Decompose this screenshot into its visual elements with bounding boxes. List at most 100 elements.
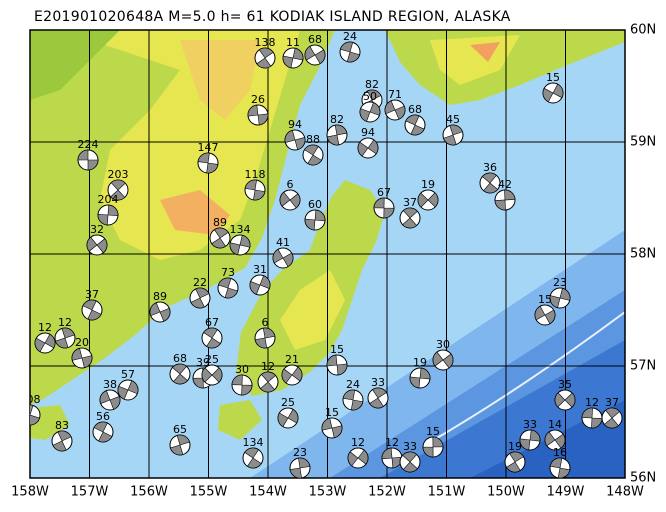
- event-depth: 68: [173, 352, 187, 365]
- beachball: 30: [231, 363, 253, 396]
- beachball-quadrants: [326, 124, 348, 146]
- event-depth: 67: [205, 316, 219, 329]
- event-depth: 19: [413, 356, 427, 369]
- beachball-quadrants: [277, 408, 299, 428]
- event-depth: 24: [346, 378, 360, 391]
- lon-label: 156W: [130, 485, 168, 500]
- beachball: 37: [601, 396, 623, 429]
- event-depth: 45: [446, 113, 460, 126]
- beachball: 12: [257, 360, 279, 393]
- beachball: 71: [384, 88, 406, 121]
- event-depth: 12: [585, 396, 599, 409]
- beachball: 6: [254, 316, 276, 349]
- event-depth: 12: [261, 360, 275, 373]
- beachball-quadrants: [542, 83, 564, 103]
- event-depth: 20: [75, 336, 89, 349]
- beachball: 23: [549, 276, 571, 309]
- beachball-quadrants: [99, 390, 121, 410]
- event-depth: 25: [281, 396, 295, 409]
- lon-label: 154W: [249, 485, 287, 500]
- event-depth: 224: [78, 138, 99, 151]
- lon-label: 150W: [487, 485, 525, 500]
- event-depth: 39: [196, 356, 210, 369]
- beachball: 15: [534, 293, 556, 326]
- axis-labels: 158W 157W 156W 155W 154W 153W 152W 151W 150W 149W…: [11, 23, 656, 500]
- event-depth: 15: [426, 425, 440, 438]
- beachball: 94: [357, 126, 379, 159]
- beachball: 24: [339, 30, 361, 63]
- beachball: 50: [359, 90, 381, 123]
- beachball: 12: [347, 436, 369, 469]
- event-depth: 22: [193, 276, 207, 289]
- map-frame: [29, 29, 626, 479]
- event-depth: 42: [498, 178, 512, 191]
- beachball-quadrants: [534, 305, 556, 325]
- event-depth: 37: [85, 288, 99, 301]
- beachball: 41: [272, 236, 294, 269]
- beachball: 11: [282, 36, 304, 69]
- event-depth: 57: [121, 368, 135, 381]
- beachball-quadrants: [506, 451, 524, 473]
- beachball-quadrants: [402, 207, 418, 229]
- event-depth: 108: [20, 393, 41, 406]
- beachball-quadrants: [422, 436, 444, 458]
- event-depth: 204: [98, 193, 119, 206]
- event-depth: 12: [38, 321, 52, 334]
- lon-label: 151W: [428, 485, 466, 500]
- beachball-quadrants: [282, 47, 304, 69]
- beachball-quadrants: [229, 234, 251, 256]
- beachball: 12: [34, 321, 56, 354]
- beachball: 37: [81, 288, 103, 321]
- beachball: 15: [326, 343, 348, 376]
- lat-label: 60N: [630, 23, 656, 38]
- beachball: 134: [242, 436, 264, 469]
- beachball: 33: [519, 418, 541, 451]
- event-depth: 56: [96, 410, 110, 423]
- beachball-quadrants: [342, 389, 364, 411]
- beachball-quadrants: [254, 327, 276, 349]
- beachball: 32: [86, 223, 108, 256]
- event-depth: 19: [508, 440, 522, 453]
- event-depth: 30: [235, 363, 249, 376]
- beachball: 147: [197, 141, 219, 174]
- beachball-quadrants: [554, 392, 576, 408]
- beachball-quadrants: [405, 114, 425, 136]
- beachball: 12: [54, 316, 76, 349]
- beachball-quadrants: [304, 46, 326, 64]
- event-depth: 203: [108, 168, 129, 181]
- beachball-quadrants: [30, 404, 40, 426]
- event-depth: 71: [388, 88, 402, 101]
- event-depth: 94: [361, 126, 375, 139]
- beachball: 31: [249, 263, 271, 296]
- beachball-quadrants: [52, 430, 72, 452]
- beachball-quadrants: [231, 374, 253, 396]
- event-depth: 37: [403, 196, 417, 209]
- lon-label: 158W: [11, 485, 49, 500]
- beachball: 19: [417, 178, 439, 211]
- event-depth: 6: [262, 316, 269, 329]
- beachball-quadrants: [369, 387, 387, 409]
- beachball-quadrants: [197, 152, 219, 174]
- event-depth: 15: [538, 293, 552, 306]
- event-depth: 118: [245, 168, 266, 181]
- beachball-quadrants: [340, 41, 360, 63]
- beachball: 89: [209, 216, 231, 249]
- beachball-quadrants: [481, 172, 499, 194]
- lon-label: 153W: [309, 485, 347, 500]
- beachball-quadrants: [211, 227, 229, 249]
- beachball-quadrants: [321, 417, 343, 439]
- beachball: 26: [247, 93, 269, 126]
- beachball-quadrants: [149, 302, 171, 322]
- beachball: 16: [549, 446, 571, 478]
- event-depth: 50: [363, 90, 377, 103]
- event-depth: 138: [255, 36, 276, 49]
- event-depth: 36: [483, 161, 497, 174]
- beachball-quadrants: [110, 179, 126, 201]
- beachball-quadrants: [244, 179, 266, 201]
- beachball: 33: [399, 440, 421, 473]
- beachball-quadrants: [247, 104, 269, 126]
- beachball: 68: [404, 103, 426, 136]
- event-depth: 16: [553, 446, 567, 459]
- beachball-quadrants: [34, 333, 56, 353]
- event-depth: 88: [306, 133, 320, 146]
